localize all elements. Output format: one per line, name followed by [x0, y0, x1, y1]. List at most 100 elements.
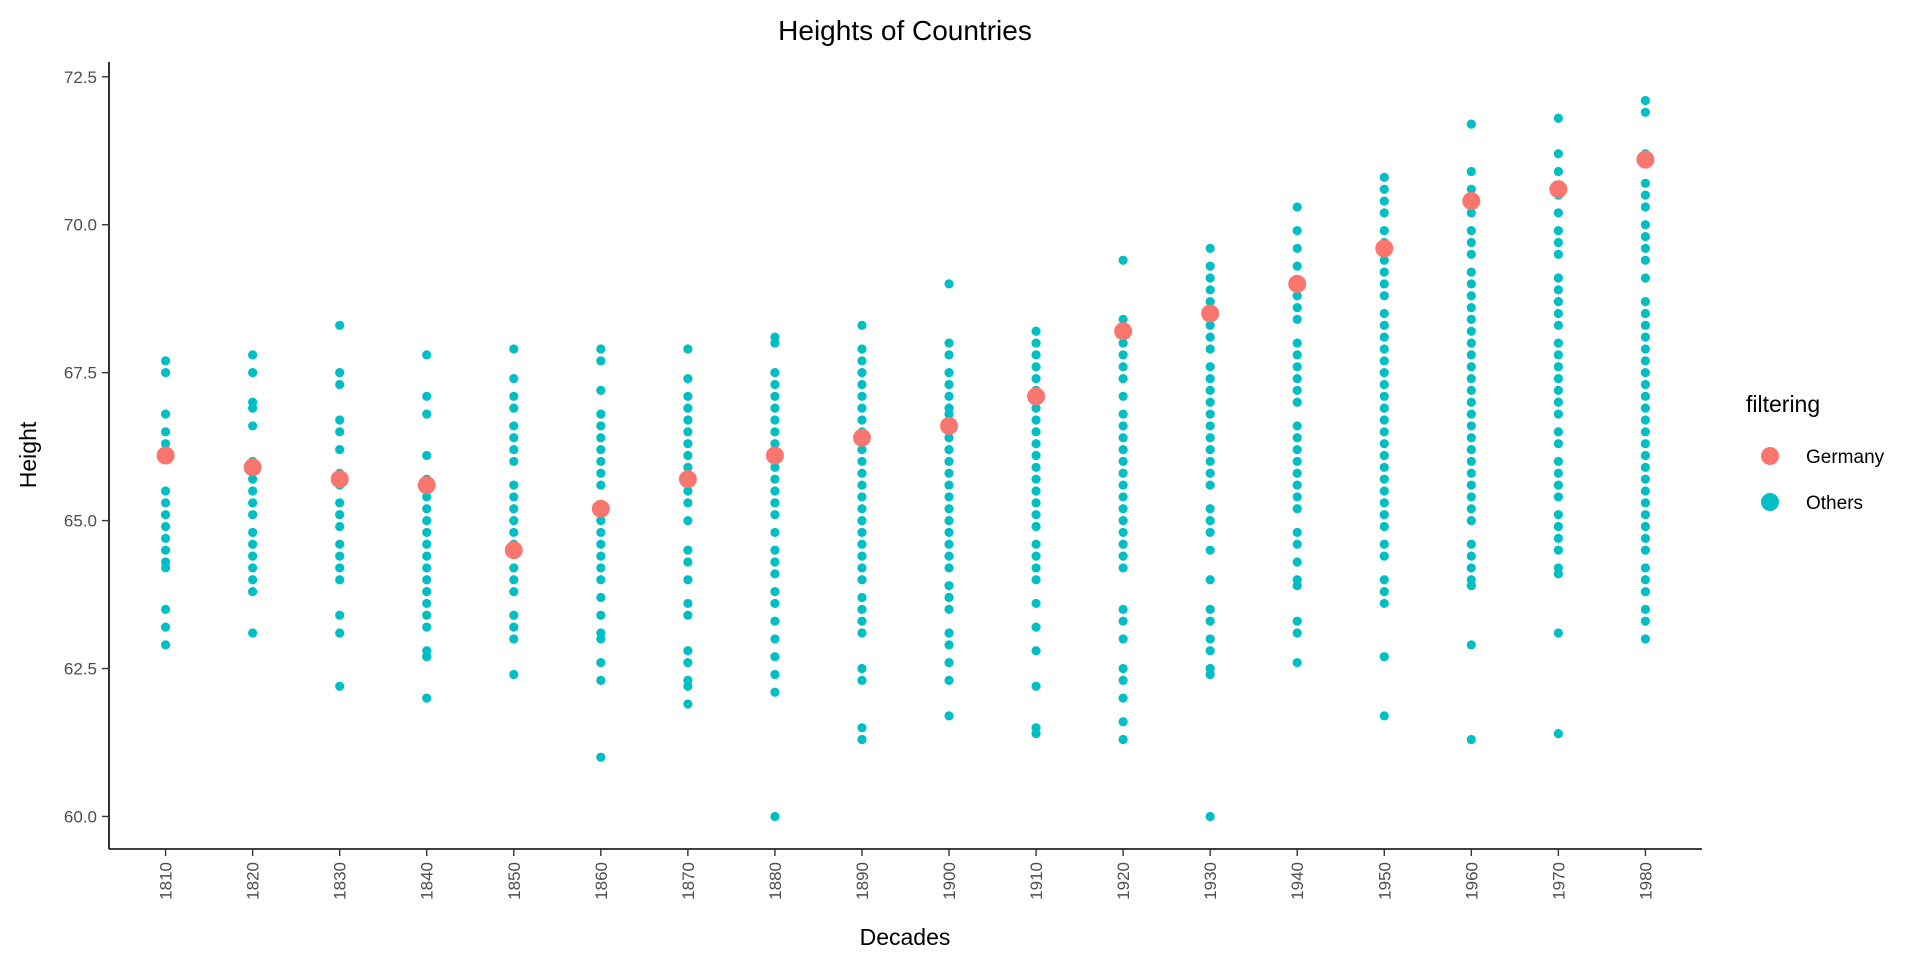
point-others: [1466, 208, 1476, 218]
legend: filtering Germany Others: [1746, 391, 1885, 514]
point-others: [422, 409, 432, 419]
point-others: [1379, 403, 1389, 413]
point-others: [1553, 456, 1563, 467]
point-others: [160, 640, 171, 650]
point-others: [1553, 149, 1563, 159]
point-others: [1031, 462, 1041, 472]
point-others: [335, 539, 345, 549]
point-others: [1640, 403, 1651, 413]
point-germany: [1549, 180, 1568, 199]
point-others: [509, 515, 519, 526]
point-others: [160, 533, 171, 543]
x-tick-label: 1830: [331, 862, 350, 900]
x-tick-label: 1950: [1375, 862, 1394, 900]
point-others: [1466, 184, 1476, 194]
point-others: [1553, 510, 1563, 520]
point-others: [1205, 320, 1215, 330]
point-others: [596, 634, 606, 644]
point-others: [1553, 237, 1563, 248]
point-others: [1205, 811, 1215, 822]
point-others: [1640, 604, 1651, 614]
point-others: [1379, 344, 1389, 354]
point-others: [335, 510, 345, 520]
point-others: [509, 669, 519, 680]
point-others: [1466, 551, 1476, 561]
point-others: [1118, 663, 1128, 674]
x-tick-label: 1820: [244, 862, 263, 900]
point-others: [1031, 521, 1041, 532]
point-others: [596, 551, 606, 561]
point-others: [335, 368, 345, 378]
point-others: [770, 687, 780, 697]
point-others: [1553, 397, 1563, 407]
point-others: [1379, 226, 1389, 236]
point-others: [422, 504, 432, 514]
point-others: [1205, 634, 1215, 644]
point-others: [509, 634, 519, 644]
point-others: [857, 592, 867, 603]
point-others: [1118, 350, 1128, 360]
point-others: [1292, 581, 1302, 591]
point-others: [857, 628, 867, 638]
point-others: [857, 515, 867, 526]
point-others: [1379, 462, 1389, 472]
point-others: [1466, 409, 1476, 419]
point-others: [683, 439, 693, 449]
point-others: [248, 575, 258, 585]
point-others: [1118, 433, 1128, 443]
point-others: [422, 563, 432, 573]
point-others: [944, 527, 954, 538]
point-others: [1031, 403, 1041, 413]
point-others: [1031, 326, 1041, 336]
point-others: [857, 480, 867, 490]
point-others: [770, 557, 780, 567]
point-others: [770, 427, 780, 437]
point-others: [770, 616, 780, 626]
point-others: [422, 450, 432, 461]
point-others: [509, 504, 519, 514]
point-others: [1379, 486, 1389, 496]
point-others: [1640, 243, 1651, 253]
point-others: [596, 344, 606, 354]
x-tick-label: 1970: [1549, 862, 1568, 900]
point-others: [1640, 510, 1651, 520]
point-others: [683, 427, 693, 437]
point-others: [1640, 634, 1651, 644]
point-others: [160, 545, 171, 555]
point-others: [770, 498, 780, 508]
point-others: [509, 456, 519, 467]
point-others: [1553, 545, 1563, 555]
point-others: [1205, 332, 1215, 342]
y-tick-label: 65.0: [64, 512, 97, 531]
point-others: [683, 486, 693, 496]
point-others: [422, 693, 432, 703]
point-others: [1118, 515, 1128, 526]
x-tick-label: 1860: [592, 862, 611, 900]
point-others: [1118, 717, 1128, 727]
point-others: [1118, 539, 1128, 549]
point-others: [1292, 421, 1302, 431]
y-axis-title: Height: [15, 421, 41, 488]
point-others: [1292, 302, 1302, 313]
point-others: [1031, 510, 1041, 520]
point-others: [683, 699, 693, 709]
point-others: [1118, 551, 1128, 561]
point-others: [1466, 385, 1476, 396]
point-others: [944, 581, 954, 591]
point-others: [1466, 456, 1476, 467]
point-others: [1118, 255, 1128, 265]
point-others: [509, 373, 519, 384]
point-others: [857, 663, 867, 674]
point-others: [1031, 575, 1041, 585]
point-others: [683, 344, 693, 354]
point-others: [509, 433, 519, 443]
point-others: [1031, 373, 1041, 384]
point-others: [1379, 172, 1389, 182]
point-others: [770, 338, 780, 348]
point-others: [1553, 427, 1563, 437]
point-others: [596, 752, 606, 762]
point-others: [160, 409, 171, 419]
point-others: [1292, 557, 1302, 567]
point-others: [1466, 433, 1476, 443]
point-others: [1205, 373, 1215, 384]
